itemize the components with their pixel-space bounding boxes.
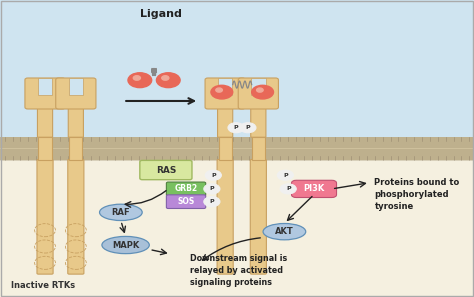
Bar [252,137,265,160]
FancyBboxPatch shape [166,182,206,196]
FancyBboxPatch shape [166,195,206,208]
Text: P: P [210,199,214,204]
Text: P: P [286,187,291,191]
Bar [251,78,265,95]
FancyBboxPatch shape [68,107,83,137]
Bar [38,137,52,160]
FancyBboxPatch shape [25,78,65,109]
Text: P: P [246,125,250,130]
Text: PI3K: PI3K [303,184,325,193]
Circle shape [162,76,169,80]
Text: Proteins bound to
phosphorylated
tyrosine: Proteins bound to phosphorylated tyrosin… [374,178,460,211]
Text: AKT: AKT [275,227,294,236]
Text: RAF: RAF [111,208,130,217]
Ellipse shape [263,223,306,240]
Circle shape [128,73,152,88]
FancyBboxPatch shape [292,180,337,198]
Text: GRB2: GRB2 [174,184,198,193]
FancyBboxPatch shape [56,78,96,109]
Bar [0,137,474,297]
Circle shape [156,73,180,88]
Text: SOS: SOS [177,197,195,206]
Circle shape [280,184,296,194]
Circle shape [252,85,273,99]
Bar [69,137,82,160]
Circle shape [211,85,233,99]
Ellipse shape [102,236,149,254]
Circle shape [256,88,263,92]
Circle shape [277,170,293,180]
FancyBboxPatch shape [251,107,266,137]
FancyBboxPatch shape [140,160,192,180]
Text: P: P [234,125,238,130]
Text: P: P [283,173,288,178]
Circle shape [205,170,221,180]
FancyBboxPatch shape [37,107,53,137]
Text: P: P [210,187,214,191]
FancyBboxPatch shape [250,159,266,274]
Circle shape [133,76,140,80]
Bar [218,78,232,95]
Circle shape [204,197,220,207]
Text: MAPK: MAPK [112,241,139,249]
Circle shape [216,88,222,92]
Bar [69,78,83,95]
Text: Inactive RTKs: Inactive RTKs [10,281,75,290]
Bar [0,0,474,137]
Bar [219,137,232,160]
Text: RAS: RAS [156,165,176,175]
Text: Ligand: Ligand [140,9,182,19]
Circle shape [228,123,244,133]
Circle shape [204,184,220,194]
FancyBboxPatch shape [238,78,278,109]
FancyBboxPatch shape [217,159,233,274]
FancyBboxPatch shape [205,78,245,109]
FancyBboxPatch shape [37,159,53,274]
FancyBboxPatch shape [68,159,84,274]
Bar [38,78,52,95]
Bar [0,137,474,160]
Text: Downstream signal is
relayed by activated
signaling proteins: Downstream signal is relayed by activate… [190,254,287,287]
Text: P: P [211,173,216,178]
Ellipse shape [100,204,142,220]
FancyBboxPatch shape [218,107,233,137]
Circle shape [240,123,256,133]
